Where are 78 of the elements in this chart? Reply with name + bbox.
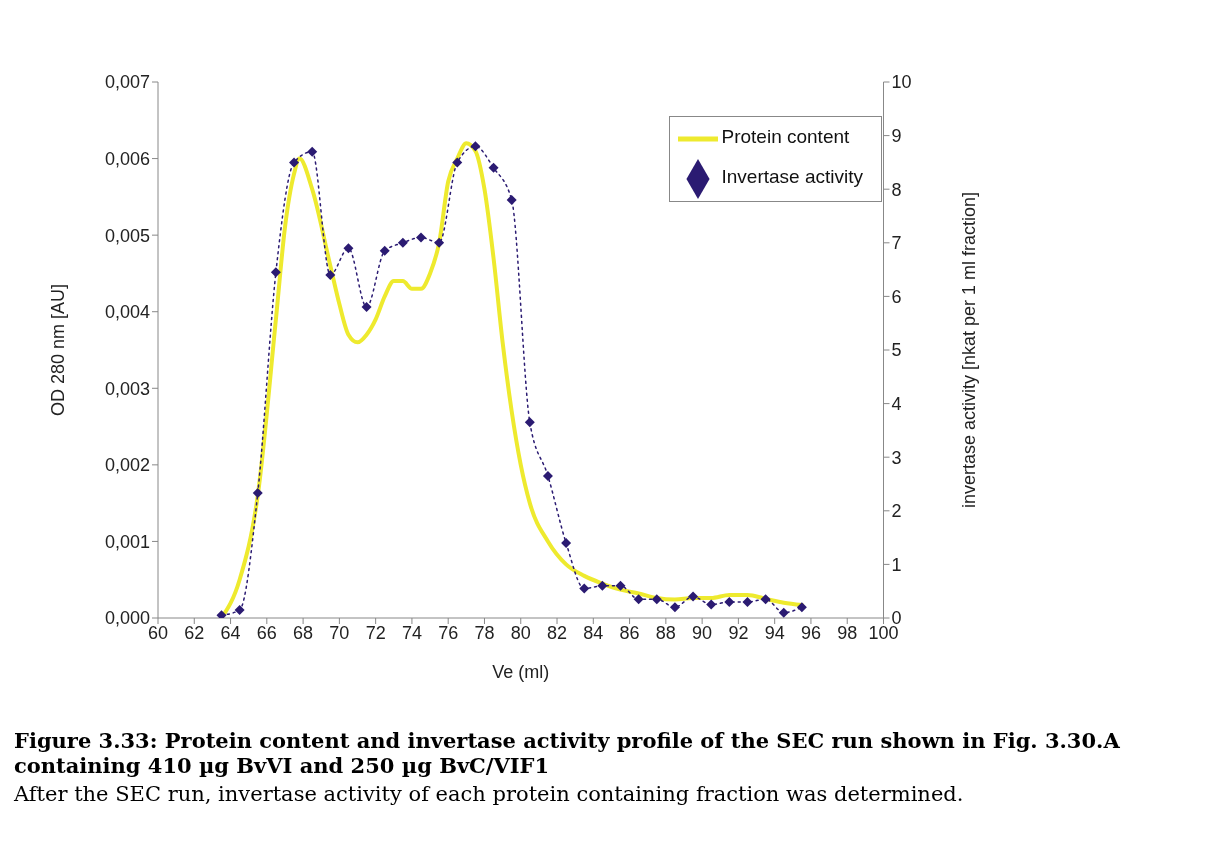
x-tick-label: 82 xyxy=(547,622,568,643)
point xyxy=(633,594,644,605)
y2-tick-label: 2 xyxy=(891,501,902,522)
point xyxy=(688,591,699,602)
y2-tick-label: 8 xyxy=(891,179,902,200)
x-tick-label: 66 xyxy=(256,622,277,643)
y-tick-label: 0,004 xyxy=(104,302,150,323)
y-tick-label: 0,002 xyxy=(104,455,150,476)
point xyxy=(651,594,662,605)
point xyxy=(234,604,245,615)
point xyxy=(742,596,753,607)
x-tick-label: 90 xyxy=(692,622,713,643)
y2-tick-label: 1 xyxy=(891,554,902,575)
x-tick-label: 84 xyxy=(583,622,604,643)
y-tick-label: 0,006 xyxy=(104,148,150,169)
x-tick-label: 64 xyxy=(220,622,241,643)
point xyxy=(343,243,354,254)
x-tick-label: 68 xyxy=(293,622,314,643)
point xyxy=(579,583,590,594)
x-tick-label: 60 xyxy=(147,622,169,643)
point xyxy=(415,232,426,243)
x-tick-label: 62 xyxy=(184,622,205,643)
point xyxy=(760,594,771,605)
point xyxy=(216,610,227,618)
legend-label: Protein content xyxy=(721,126,850,148)
x-tick-label: 92 xyxy=(728,622,749,643)
x-axis-title: Ve (ml) xyxy=(492,662,550,682)
text: Figure 3.33: Protein content and invertase activity profile of the SEC run shown in Fig. 3.30.A containing 410 µg BvVI and 250 µg BvC/VIF1 xyxy=(14,728,1121,778)
x-tick-label: 94 xyxy=(764,622,785,643)
point xyxy=(488,162,499,173)
point xyxy=(796,602,807,613)
y-axis-title: OD 280 nm [AU] xyxy=(48,283,69,417)
point xyxy=(724,596,735,607)
y2-tick-label: 9 xyxy=(891,125,902,146)
point xyxy=(434,237,445,248)
text: After the SEC run, invertase activity of each protein containing fraction was determined. xyxy=(14,782,965,806)
point xyxy=(397,237,408,248)
x-tick-label: 96 xyxy=(800,622,821,643)
x-tick-label: 74 xyxy=(401,622,422,643)
point xyxy=(542,470,553,481)
x-tick-label: 98 xyxy=(837,622,858,643)
x-tick-label: 70 xyxy=(329,622,350,643)
point xyxy=(615,580,626,591)
point xyxy=(706,599,717,610)
x-tick-label: 78 xyxy=(474,622,495,643)
x-tick-label: 72 xyxy=(365,622,386,643)
y2-axis-title: invertase activity [nkat per 1 ml fraction] xyxy=(958,191,979,509)
y-tick-label: 0,003 xyxy=(104,378,150,399)
legend-label: Invertase activity xyxy=(721,166,863,188)
y2-tick-label: 7 xyxy=(891,233,902,254)
y2-tick-label: 4 xyxy=(891,393,902,414)
point xyxy=(524,417,535,428)
y2-tick-label: 3 xyxy=(891,447,902,468)
point xyxy=(325,269,336,280)
y-tick-label: 0,007 xyxy=(104,72,150,93)
x-tick-label: 88 xyxy=(655,622,676,643)
point xyxy=(561,537,572,548)
point xyxy=(778,607,789,618)
y-tick-label: 0,000 xyxy=(104,608,150,629)
y-tick-label: 0,005 xyxy=(104,225,150,246)
point xyxy=(361,302,372,313)
y2-tick-label: 6 xyxy=(891,286,902,307)
point xyxy=(470,141,481,152)
point xyxy=(506,194,517,205)
point xyxy=(270,267,281,278)
x-tick-label: 80 xyxy=(510,622,531,643)
point xyxy=(597,580,608,591)
point xyxy=(669,602,680,613)
point xyxy=(452,157,463,168)
point xyxy=(379,245,390,256)
y2-tick-label: 10 xyxy=(891,72,912,93)
point xyxy=(289,157,300,168)
point xyxy=(307,146,318,157)
y-tick-label: 0,001 xyxy=(104,531,150,552)
y2-tick-label: 5 xyxy=(891,340,902,361)
x-tick-label: 86 xyxy=(619,622,640,643)
point xyxy=(252,488,263,499)
x-tick-label: 76 xyxy=(438,622,459,643)
